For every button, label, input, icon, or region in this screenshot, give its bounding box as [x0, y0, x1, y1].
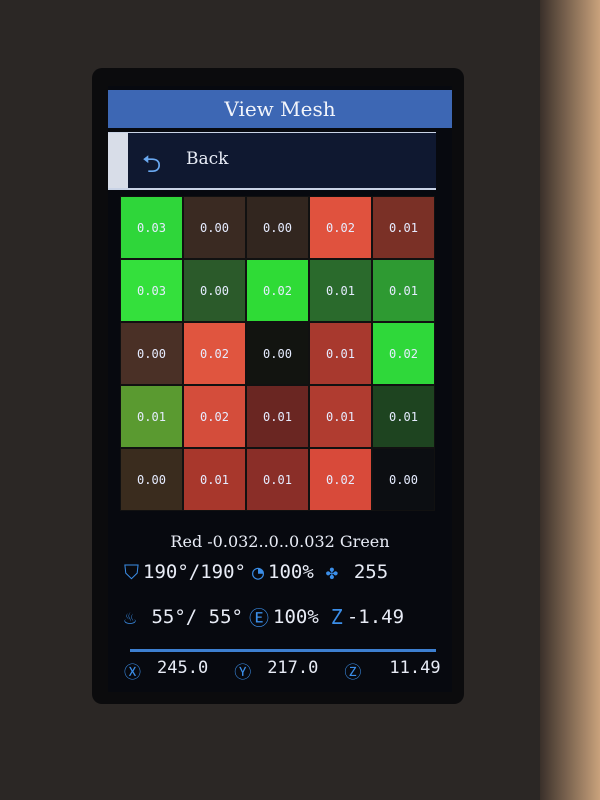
bed-heat-icon: ♨ — [124, 604, 137, 629]
x-axis-icon: Ⓧ — [124, 663, 141, 683]
mesh-cell: 0.02 — [183, 385, 246, 448]
z-position: 11.49 — [389, 658, 441, 678]
mesh-cell: 0.02 — [246, 259, 309, 322]
y-position: 217.0 — [267, 658, 319, 678]
z-offset-icon: Z — [330, 604, 343, 629]
mesh-cell: 0.01 — [120, 385, 183, 448]
mesh-cell: 0.00 — [372, 448, 435, 511]
mesh-cell: 0.01 — [183, 448, 246, 511]
speed-gauge-icon: ◔ — [251, 560, 264, 584]
mesh-cell: 0.02 — [372, 322, 435, 385]
mesh-cell: 0.00 — [246, 322, 309, 385]
mesh-cell: 0.01 — [309, 259, 372, 322]
z-offset-value: -1.49 — [346, 605, 405, 628]
mesh-grid: 0.03 0.00 0.00 0.02 0.01 0.03 0.00 0.02 0.01 0.01… — [120, 196, 435, 511]
mesh-cell: 0.03 — [120, 259, 183, 322]
position-row: Ⓧ 245.0 Ⓨ 217.0 Ⓩ 11.49 — [124, 658, 441, 683]
divider — [130, 649, 436, 652]
x-position: 245.0 — [157, 658, 209, 678]
mesh-cell: 0.01 — [246, 385, 309, 448]
status-row-1: ⛉ 190°/190° ◔ 100% ✤ 255 — [124, 560, 388, 584]
mesh-cell: 0.02 — [183, 322, 246, 385]
z-axis-icon: Ⓩ — [344, 663, 362, 683]
nozzle-temp: 190°/190° — [143, 561, 246, 583]
status-row-2: ♨ 55°/ 55° Ⓔ 100% Z -1.49 — [124, 602, 404, 631]
mesh-legend: Red -0.032..0..0.032 Green — [170, 532, 390, 551]
bed-temp: 55°/ 55° — [140, 605, 243, 628]
mesh-cell: 0.00 — [246, 196, 309, 259]
back-button[interactable]: ⮌ Back — [108, 132, 436, 190]
mesh-cell: 0.02 — [309, 448, 372, 511]
back-label: Back — [186, 149, 229, 169]
back-strip — [108, 133, 128, 188]
nozzle-icon: ⛉ — [124, 560, 139, 584]
mesh-cell: 0.00 — [183, 196, 246, 259]
background — [540, 0, 600, 800]
lcd-screen: View Mesh ⮌ Back 0.03 0.00 0.00 0.02 0.01 0.0… — [108, 86, 452, 692]
fan-value: 255 — [353, 561, 389, 583]
mesh-cell: 0.01 — [372, 259, 435, 322]
fan-icon: ✤ — [325, 560, 338, 584]
mesh-cell: 0.01 — [372, 196, 435, 259]
mesh-cell: 0.02 — [309, 196, 372, 259]
mesh-cell: 0.01 — [309, 385, 372, 448]
flow-icon: Ⓔ — [249, 606, 269, 630]
page-title: View Mesh — [108, 90, 452, 128]
mesh-cell: 0.00 — [183, 259, 246, 322]
mesh-cell: 0.00 — [120, 322, 183, 385]
mesh-cell: 0.00 — [120, 448, 183, 511]
mesh-cell: 0.01 — [246, 448, 309, 511]
y-axis-icon: Ⓨ — [234, 663, 252, 683]
speed-value: 100% — [268, 561, 314, 583]
flow-value: 100% — [273, 605, 319, 628]
mesh-cell: 0.01 — [309, 322, 372, 385]
mesh-cell: 0.03 — [120, 196, 183, 259]
mesh-cell: 0.01 — [372, 385, 435, 448]
back-arrow-icon: ⮌ — [142, 150, 162, 178]
